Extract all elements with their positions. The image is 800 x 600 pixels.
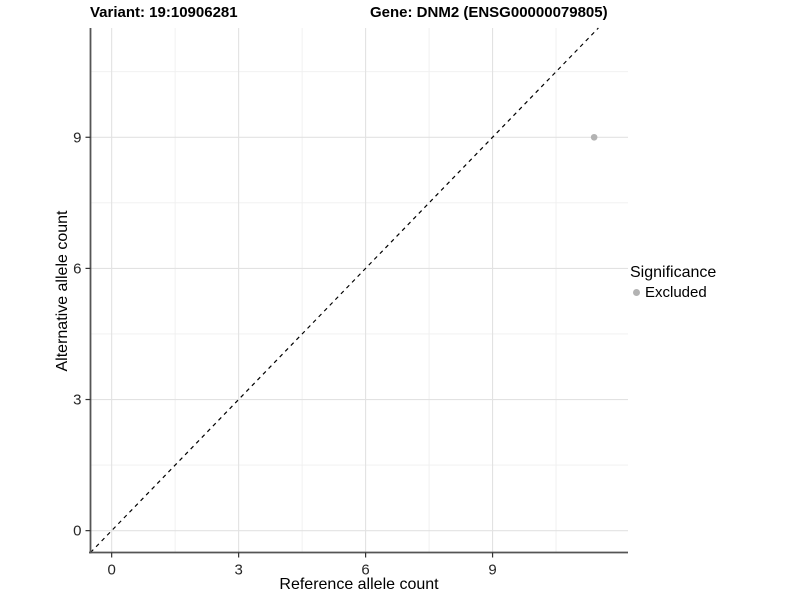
y-tick-label: 6 — [73, 260, 81, 277]
x-axis-label: Reference allele count — [279, 576, 439, 593]
x-tick-label: 6 — [361, 562, 369, 579]
legend: Significance Excluded — [630, 264, 716, 301]
y-axis-label: Alternative allele count — [54, 210, 71, 372]
y-tick-label: 9 — [73, 129, 81, 146]
legend-title: Significance — [630, 264, 717, 281]
legend-entry-label: Excluded — [645, 284, 707, 301]
x-tick-label: 9 — [488, 562, 496, 579]
x-tick-label: 3 — [234, 562, 242, 579]
data-point — [590, 133, 598, 141]
y-tick-label: 0 — [73, 523, 81, 540]
plot-title-variant: Variant: 19:10906281 — [90, 4, 238, 21]
plot-title-gene: Gene: DNM2 (ENSG00000079805) — [370, 4, 608, 21]
x-tick-label: 0 — [107, 562, 115, 579]
legend-point-marker-icon — [633, 289, 640, 296]
identity-line — [90, 27, 599, 553]
y-tick-label: 3 — [73, 392, 81, 409]
legend-entry: Excluded — [630, 284, 716, 301]
